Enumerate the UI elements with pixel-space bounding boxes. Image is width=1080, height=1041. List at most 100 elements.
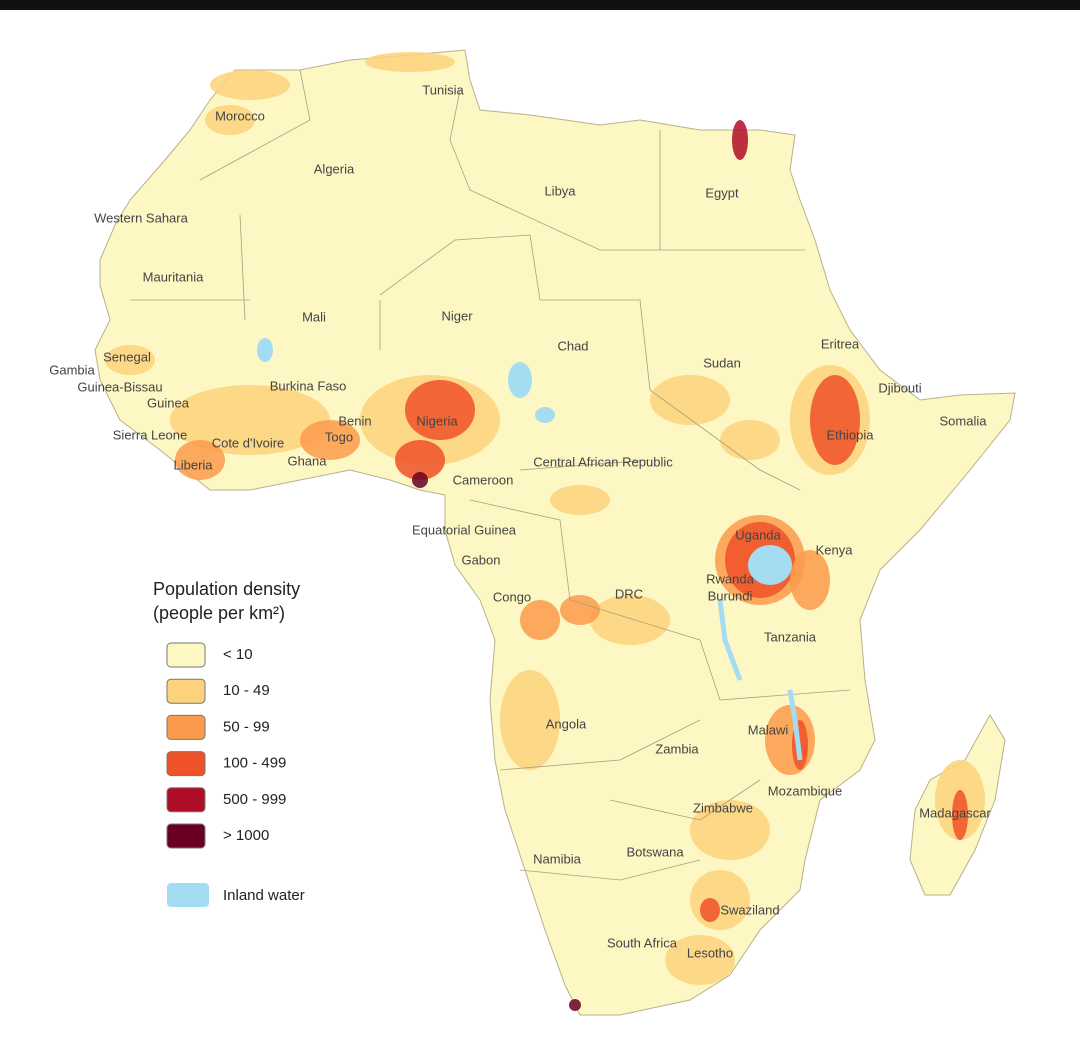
legend-label: Inland water: [223, 887, 305, 904]
country-label: Madagascar: [919, 805, 991, 820]
country-label: Djibouti: [878, 380, 921, 395]
density-area: [690, 800, 770, 860]
country-label: Liberia: [173, 457, 213, 472]
country-label: Egypt: [705, 185, 739, 200]
country-label: Western Sahara: [94, 210, 188, 225]
legend-swatch: [166, 787, 206, 813]
legend-label: 100 - 499: [223, 755, 286, 772]
country-label: Sudan: [703, 355, 741, 370]
country-label: Sierra Leone: [113, 427, 187, 442]
country-label: Swaziland: [720, 902, 779, 917]
legend-label: < 10: [223, 646, 253, 663]
legend-swatch: [166, 714, 206, 740]
density-area: [790, 550, 830, 610]
density-area: [105, 345, 155, 375]
country-label: Equatorial Guinea: [412, 522, 517, 537]
country-label: Cote d'Ivoire: [212, 435, 285, 450]
density-area: [569, 999, 581, 1011]
lake: [717, 599, 743, 681]
country-labels: Tunisia Morocco Algeria Libya Egypt Western S…: [49, 82, 991, 960]
density-area: [500, 670, 560, 770]
country-label: Zambia: [655, 741, 699, 756]
country-label: Guinea-Bissau: [77, 379, 162, 394]
country-label: Benin: [338, 413, 371, 428]
legend-swatch: [166, 751, 206, 777]
legend-swatch: [167, 883, 209, 907]
legend-swatch: [166, 678, 206, 704]
density-area: [210, 70, 290, 100]
country-label: Malawi: [748, 722, 789, 737]
country-label: Niger: [441, 308, 473, 323]
country-label: Chad: [557, 338, 588, 353]
density-area: [520, 600, 560, 640]
country-label: Angola: [546, 716, 587, 731]
country-label: Cameroon: [453, 472, 514, 487]
country-label: Botswana: [626, 844, 684, 859]
country-label: Zimbabwe: [693, 800, 753, 815]
country-label: Uganda: [735, 527, 781, 542]
lake: [535, 407, 555, 423]
lake: [508, 362, 532, 398]
density-area: [412, 472, 428, 488]
density-area: [952, 790, 968, 840]
country-label: Gambia: [49, 362, 95, 377]
density-area: [560, 595, 600, 625]
lake: [787, 689, 803, 761]
country-label: Rwanda: [706, 571, 754, 586]
country-label: Somalia: [940, 413, 988, 428]
country-label: Ghana: [287, 453, 327, 468]
density-area: [650, 375, 730, 425]
legend-subtitle: (people per km²): [153, 603, 285, 623]
country-label: Lesotho: [687, 945, 733, 960]
legend-label: 500 - 999: [223, 791, 286, 808]
legend: Population density (people per km²) < 10…: [153, 579, 305, 907]
density-area: [300, 420, 360, 460]
legend-label: 10 - 49: [223, 682, 270, 699]
country-label: South Africa: [607, 935, 678, 950]
borders: [130, 69, 851, 881]
country-label: Nigeria: [416, 413, 458, 428]
density-area: [550, 485, 610, 515]
top-bar: [0, 0, 1080, 10]
country-label: Burundi: [708, 588, 753, 603]
density-area: [175, 440, 225, 480]
country-label: Mali: [302, 309, 326, 324]
country-label: Mozambique: [768, 783, 842, 798]
country-label: Ethiopia: [827, 427, 875, 442]
country-label: Morocco: [215, 108, 265, 123]
country-label: Guinea: [147, 395, 190, 410]
density-area: [170, 385, 330, 455]
legend-label: > 1000: [223, 827, 269, 844]
country-label: Tanzania: [764, 629, 817, 644]
country-label: Tunisia: [422, 82, 464, 97]
country-label: Kenya: [816, 542, 854, 557]
density-area: [205, 105, 255, 135]
density-area: [405, 380, 475, 440]
country-label: Eritrea: [821, 336, 860, 351]
density-area: [810, 375, 860, 465]
country-label: Central African Republic: [533, 454, 673, 469]
density-area: [365, 52, 455, 72]
country-label: DRC: [615, 586, 643, 601]
country-label: Togo: [325, 429, 353, 444]
density-area: [732, 120, 748, 160]
density-area: [720, 420, 780, 460]
country-label: Senegal: [103, 349, 151, 364]
country-label: Congo: [493, 589, 531, 604]
density-area: [665, 935, 735, 985]
density-area: [700, 898, 720, 922]
density-area: [590, 595, 670, 645]
country-label: Burkina Faso: [270, 378, 347, 393]
legend-swatch: [166, 642, 206, 668]
lake: [257, 338, 273, 362]
country-label: Gabon: [461, 552, 500, 567]
inland-water: [257, 338, 803, 761]
legend-title: Population density: [153, 579, 300, 599]
legend-label: 50 - 99: [223, 718, 270, 735]
legend-swatch: [166, 823, 206, 849]
country-label: Mauritania: [143, 269, 204, 284]
country-label: Libya: [544, 183, 576, 198]
lake: [748, 545, 792, 585]
country-label: Namibia: [533, 851, 581, 866]
